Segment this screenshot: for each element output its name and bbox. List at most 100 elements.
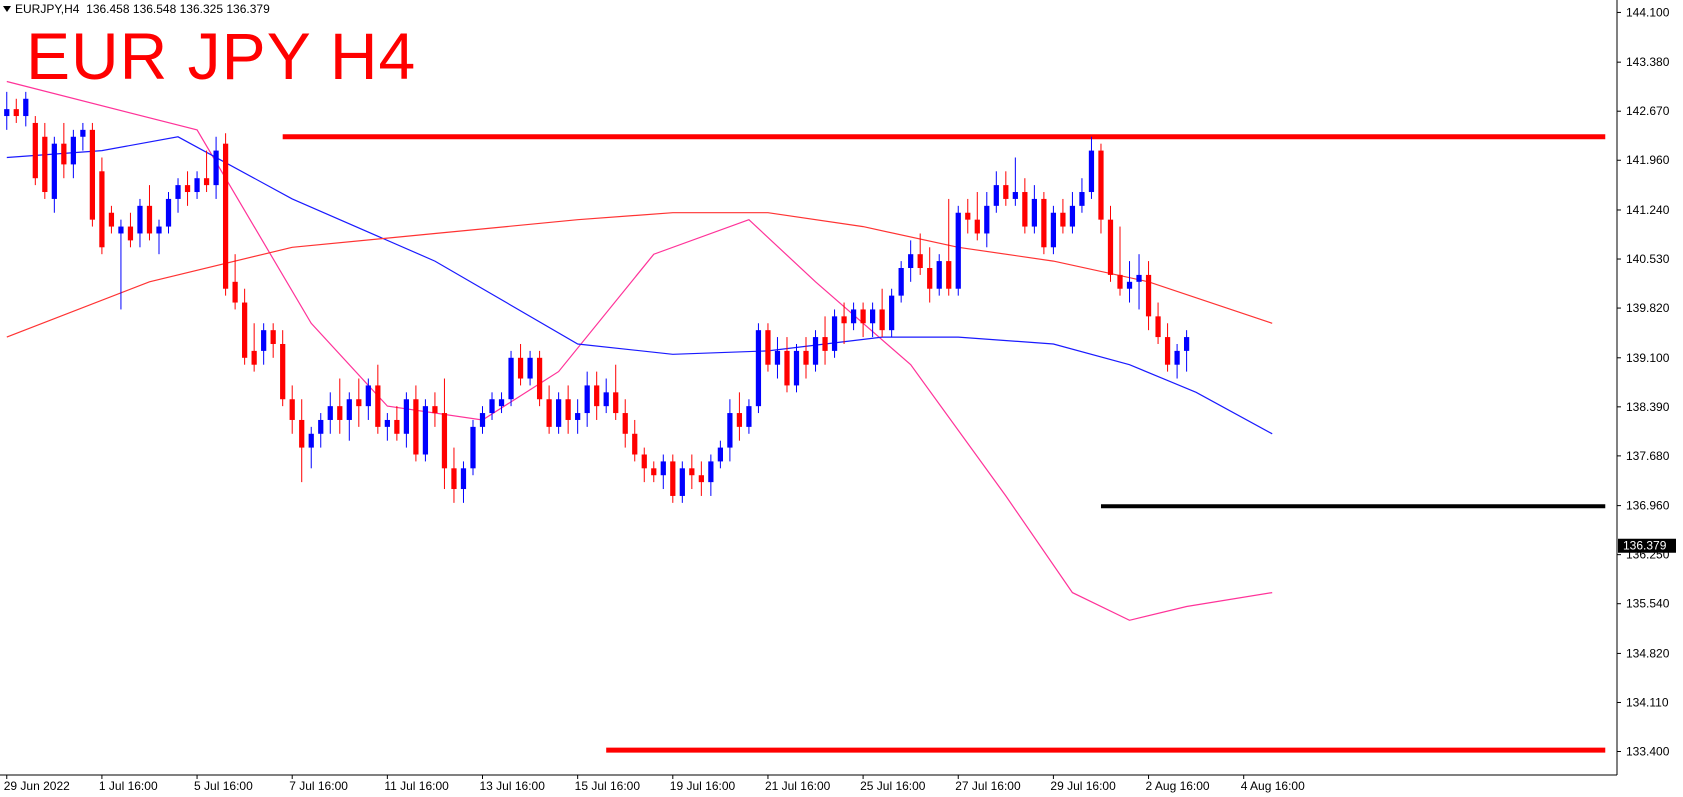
candle-body xyxy=(850,309,857,324)
candle-body xyxy=(432,406,438,414)
candle-body xyxy=(337,406,343,420)
candle-body xyxy=(936,261,942,289)
candle-body xyxy=(1174,350,1180,365)
price-tick-label: 141.960 xyxy=(1626,153,1670,167)
price-tick-label: 142.670 xyxy=(1626,104,1670,118)
candle-body xyxy=(80,129,86,137)
candle-body xyxy=(927,268,933,289)
candle-body xyxy=(698,475,704,483)
candle-body xyxy=(727,413,733,448)
candle-body xyxy=(1079,192,1085,206)
candle-body xyxy=(4,109,10,117)
time-tick-label: 27 Jul 16:00 xyxy=(955,779,1021,793)
candle-body xyxy=(394,419,400,434)
candle-body xyxy=(1060,212,1066,227)
candle-body xyxy=(1136,274,1142,282)
candle-body xyxy=(660,461,666,476)
candle-body xyxy=(194,178,200,193)
candle-body xyxy=(717,447,723,462)
price-tick-label: 135.540 xyxy=(1626,597,1670,611)
candle-body xyxy=(1155,316,1161,338)
candle-body xyxy=(974,219,980,234)
candle-body xyxy=(299,419,305,448)
candle-body xyxy=(860,309,866,324)
candle-body xyxy=(384,419,390,427)
candle-body xyxy=(413,399,419,455)
candle-body xyxy=(812,337,819,365)
price-tick-label: 139.100 xyxy=(1626,351,1670,365)
candle-body xyxy=(1145,274,1152,317)
candle-body xyxy=(889,295,895,331)
candle-body xyxy=(670,461,676,496)
candle-body xyxy=(575,413,581,420)
candle-body xyxy=(470,426,476,469)
candle-body xyxy=(517,357,524,379)
candle-body xyxy=(1041,198,1047,248)
time-tick-label: 29 Jun 2022 xyxy=(4,779,70,793)
candle-body xyxy=(1050,212,1057,248)
price-axis: 144.100 143.380 142.670 141.960 141.240 140.5… xyxy=(0,0,1676,776)
candle-body xyxy=(99,171,105,248)
candle-body xyxy=(556,399,562,427)
candle-body xyxy=(746,406,752,427)
candle-body xyxy=(327,406,333,420)
candle-body xyxy=(289,399,295,420)
close-value: 136.379 xyxy=(226,2,270,16)
symbol-name: EURJPY,H4 xyxy=(15,2,80,16)
candle-body xyxy=(137,205,143,234)
current-price-box xyxy=(1618,538,1676,553)
candle-body xyxy=(765,330,771,365)
low-value: 136.325 xyxy=(179,2,224,16)
candle-body xyxy=(613,392,619,414)
candle-body xyxy=(89,129,96,220)
open-value: 136.458 xyxy=(86,2,130,16)
time-tick-label: 2 Aug 16:00 xyxy=(1146,779,1210,793)
candle-body xyxy=(422,406,429,455)
time-tick-label: 25 Jul 16:00 xyxy=(860,779,926,793)
time-tick-label: 11 Jul 16:00 xyxy=(384,779,449,793)
candle-body xyxy=(622,413,628,434)
candle-body xyxy=(1126,281,1133,289)
candle-body xyxy=(232,281,238,303)
candlesticks xyxy=(4,91,1190,503)
candle-body xyxy=(242,302,248,358)
candle-body xyxy=(584,385,590,414)
price-tick-label: 138.390 xyxy=(1626,400,1670,414)
time-tick-label: 13 Jul 16:00 xyxy=(480,779,546,793)
time-tick-label: 5 Jul 16:00 xyxy=(194,779,253,793)
candle-body xyxy=(165,198,172,227)
time-tick-label: 1 Jul 16:00 xyxy=(99,779,158,793)
candle-body xyxy=(403,399,410,434)
candle-body xyxy=(793,350,800,386)
candle-body xyxy=(965,212,971,220)
candle-body xyxy=(175,185,181,199)
time-tick-label: 15 Jul 16:00 xyxy=(575,779,641,793)
price-tick-label: 140.530 xyxy=(1626,252,1670,266)
candle-body xyxy=(527,357,533,379)
candle-body xyxy=(1012,192,1018,199)
candle-body xyxy=(23,98,29,117)
time-tick-label: 19 Jul 16:00 xyxy=(670,779,736,793)
candle-body xyxy=(1069,205,1076,227)
candle-body xyxy=(451,468,457,490)
candle-body xyxy=(280,343,286,400)
dropdown-triangle-icon[interactable] xyxy=(3,6,11,13)
candle-body xyxy=(42,136,48,193)
candle-body xyxy=(1003,185,1009,199)
candle-body xyxy=(203,178,210,186)
candle-body xyxy=(879,309,885,331)
candle-body xyxy=(869,309,876,324)
candle-body xyxy=(908,254,914,269)
candle-body xyxy=(651,468,657,476)
chart-title: EUR JPY H4 xyxy=(26,19,417,93)
time-tick-label: 29 Jul 16:00 xyxy=(1050,779,1116,793)
candle-body xyxy=(118,226,124,234)
price-tick-label: 136.960 xyxy=(1626,499,1670,513)
candle-body xyxy=(736,413,743,427)
candle-body xyxy=(489,399,495,414)
moving-average-lines xyxy=(6,80,1273,621)
candle-body xyxy=(13,109,19,117)
candle-body xyxy=(679,468,685,496)
high-value: 136.548 xyxy=(132,2,177,16)
